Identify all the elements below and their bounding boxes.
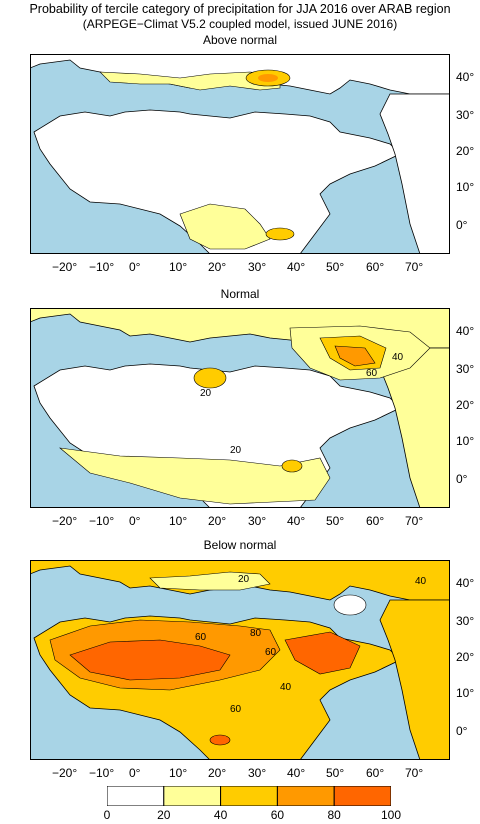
longitude-label: 60° xyxy=(366,260,385,274)
dark-orange-region-iran xyxy=(334,345,376,367)
figure-title-line1: Probability of tercile category of preci… xyxy=(29,2,451,16)
contour-label: 40 xyxy=(415,576,427,587)
latitude-label: 20° xyxy=(456,398,475,412)
contour-label: 20 xyxy=(238,574,250,585)
longitude-label: −20° xyxy=(52,514,78,528)
longitude-label: −10° xyxy=(89,766,115,780)
latitude-label: 30° xyxy=(456,362,475,376)
contour-label: 60 xyxy=(195,632,207,643)
longitude-label: 0° xyxy=(129,514,141,528)
colorbar-swatch xyxy=(333,786,391,806)
contour-label: 40 xyxy=(392,352,404,363)
longitude-label: 20° xyxy=(208,514,227,528)
latitude-label: 30° xyxy=(456,614,475,628)
longitude-label: 30° xyxy=(248,260,267,274)
longitude-label: −10° xyxy=(89,514,115,528)
longitude-label: 60° xyxy=(366,766,385,780)
longitude-label: 50° xyxy=(326,514,345,528)
latitude-label: 0° xyxy=(456,724,468,738)
latitude-label: 40° xyxy=(456,70,475,84)
figure-title-line2: (ARPEGE−Climat V5.2 coupled model, issue… xyxy=(82,17,398,31)
colorbar-swatch xyxy=(163,786,222,806)
longitude-label: 10° xyxy=(169,260,188,274)
latitude-label: 10° xyxy=(456,434,475,448)
yellow-region-mediterranean xyxy=(99,71,281,91)
red-region-central-africa xyxy=(209,734,231,746)
colorbar-tick-label: 40 xyxy=(213,808,228,822)
contour-label: 80 xyxy=(250,628,262,639)
colorbar-tick-label: 80 xyxy=(327,808,341,822)
longitude-label: 40° xyxy=(287,260,306,274)
latitude-label: 40° xyxy=(456,576,475,590)
longitude-label: 30° xyxy=(248,514,267,528)
map-below-normal: 20 40 60 80 60 60 40 xyxy=(30,560,450,760)
latitude-label: 30° xyxy=(456,108,475,122)
longitude-label: 40° xyxy=(287,514,306,528)
colorbar xyxy=(107,786,391,806)
red-region-arabia xyxy=(284,631,361,675)
contour-labels: 20 40 60 80 60 60 40 xyxy=(195,574,427,715)
latitude-label: 10° xyxy=(456,686,475,700)
panel-title-above-normal: Above normal xyxy=(202,33,278,47)
longitude-label: 40° xyxy=(287,766,306,780)
colorbar-tick-label: 0 xyxy=(103,808,111,822)
latitude-label: 40° xyxy=(456,324,475,338)
contour-label: 60 xyxy=(265,647,277,658)
longitude-label: 10° xyxy=(169,514,188,528)
india-land xyxy=(379,599,450,760)
colorbar-swatch xyxy=(276,786,335,806)
colorbar-tick-label: 20 xyxy=(157,808,171,822)
longitude-label: 50° xyxy=(326,766,345,780)
india-land xyxy=(379,347,450,508)
longitude-label: 50° xyxy=(326,260,345,274)
contour-label: 20 xyxy=(200,388,212,399)
dark-orange-region-turkey xyxy=(258,74,278,82)
panel-title-below-normal: Below normal xyxy=(203,538,277,552)
contour-labels: 20 20 40 60 xyxy=(200,352,404,456)
orange-region-east-africa xyxy=(281,459,303,473)
longitude-label: −20° xyxy=(52,260,78,274)
latitude-label: 0° xyxy=(456,218,468,232)
white-region-iran xyxy=(333,594,367,616)
colorbar-tick-label: 100 xyxy=(380,808,402,822)
longitude-label: 20° xyxy=(208,766,227,780)
longitude-label: 70° xyxy=(405,514,424,528)
longitude-label: 10° xyxy=(169,766,188,780)
longitude-label: −20° xyxy=(52,766,78,780)
longitude-label: 70° xyxy=(405,260,424,274)
latitude-label: 20° xyxy=(456,144,475,158)
latitude-label: 0° xyxy=(456,472,468,486)
longitude-label: 60° xyxy=(366,514,385,528)
latitude-label: 20° xyxy=(456,650,475,664)
longitude-label: −10° xyxy=(89,260,115,274)
longitude-label: 0° xyxy=(129,766,141,780)
colorbar-tick-label: 60 xyxy=(270,808,285,822)
longitude-label: 70° xyxy=(405,766,424,780)
colorbar-swatch xyxy=(107,786,165,806)
map-above-normal xyxy=(30,54,450,254)
yellow-region-europe xyxy=(149,571,271,591)
longitude-label: 0° xyxy=(129,260,141,274)
colorbar-swatch xyxy=(220,786,278,806)
colorbar-swatches xyxy=(107,786,391,806)
india-land xyxy=(379,93,450,254)
contour-label: 40 xyxy=(280,682,292,693)
red-region-sahara xyxy=(69,639,231,681)
latitude-label: 10° xyxy=(456,180,475,194)
longitude-label: 30° xyxy=(248,766,267,780)
yellow-region-central-africa xyxy=(179,203,271,250)
yellow-region-sahel xyxy=(59,447,331,505)
orange-region-sahara xyxy=(193,367,227,389)
contour-label: 20 xyxy=(230,445,242,456)
panel-title-normal: Normal xyxy=(220,287,260,301)
map-normal: 20 20 40 60 xyxy=(30,308,450,508)
orange-region-east-africa xyxy=(265,227,295,241)
longitude-label: 20° xyxy=(208,260,227,274)
contour-label: 60 xyxy=(230,704,242,715)
contour-label: 60 xyxy=(366,368,378,379)
